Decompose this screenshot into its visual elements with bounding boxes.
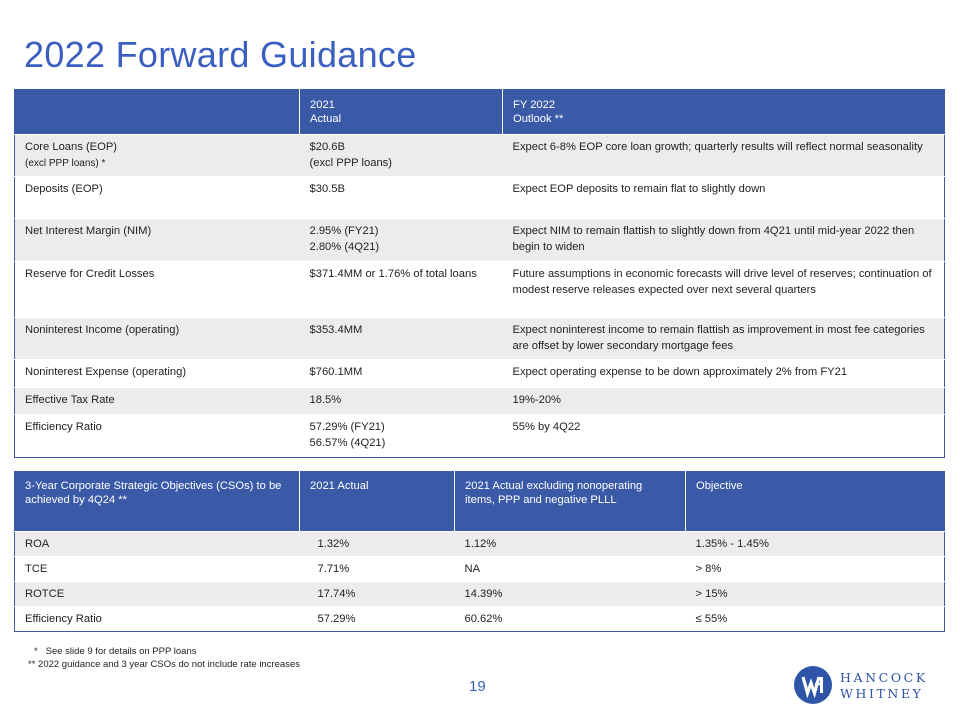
table-row: Reserve for Credit Losses $371.4MM or 1.… [14,261,945,318]
metric-cell: Core Loans (EOP) (excl PPP loans) * [14,134,300,177]
cso-metric-cell: TCE [14,556,300,582]
guidance-header-outlook-year: FY 2022 [513,99,556,111]
cso-header-objectives: 3-Year Corporate Strategic Objectives (C… [14,471,300,532]
actual-note: (excl PPP loans) [309,157,393,169]
outlook-cell: 55% by 4Q22 [502,414,945,458]
cso-table: 3-Year Corporate Strategic Objectives (C… [14,471,945,632]
cso-objective-cell: 1.35% - 1.45% [685,531,945,557]
metric-cell: Noninterest Income (operating) [14,317,300,360]
guidance-header-actual-label: Actual [310,113,342,125]
actual-cell: $353.4MM [299,317,503,360]
cso-metric-cell: Efficiency Ratio [14,606,300,632]
actual-cell: $760.1MM [299,359,503,388]
metric-sublabel: (excl PPP loans) * [25,158,106,169]
cso-objective-cell: > 15% [685,581,945,607]
metric-cell: Noninterest Expense (operating) [14,359,300,388]
actual-cell: $30.5B [299,176,503,219]
logo-line-2: WHITNEY [840,686,924,701]
hw-monogram-icon [801,676,823,699]
page-number: 19 [469,678,486,695]
outlook-cell: 19%-20% [502,387,945,415]
actual-cell: 57.29% (FY21) 56.57% (4Q21) [299,414,503,458]
cso-actual-cell: 7.71% [299,556,455,582]
footnote-ppp: * See slide 9 for details on PPP loans [34,646,197,657]
metric-cell: Deposits (EOP) [14,176,300,219]
cso-metric-cell: ROTCE [14,581,300,607]
cso-adjusted-cell: 14.39% [454,581,686,607]
outlook-cell: Expect operating expense to be down appr… [502,359,945,388]
outlook-cell: Expect noninterest income to remain flat… [502,317,945,360]
metric-cell: Reserve for Credit Losses [14,261,300,318]
table-row: Efficiency Ratio 57.29% 60.62% ≤ 55% [14,606,945,632]
cso-actual-cell: 17.74% [299,581,455,607]
actual-value: 57.29% (FY21) [309,421,385,433]
table-row: Noninterest Income (operating) $353.4MM … [14,317,945,360]
actual-note: 2.80% (4Q21) [309,241,380,253]
cso-header-objective: Objective [685,471,945,532]
page-title: 2022 Forward Guidance [24,34,417,75]
table-row: ROTCE 17.74% 14.39% > 15% [14,581,945,607]
guidance-header-metric [14,89,300,135]
table-row: Deposits (EOP) $30.5B Expect EOP deposit… [14,176,945,219]
metric-label: Core Loans (EOP) [25,141,118,153]
guidance-table: 2021 Actual FY 2022 Outlook ** Core Loan… [14,89,945,458]
footnotes: * See slide 9 for details on PPP loans *… [28,645,300,671]
cso-metric-cell: ROA [14,531,300,557]
table-row: Net Interest Margin (NIM) 2.95% (FY21) 2… [14,218,945,262]
table-row: Effective Tax Rate 18.5% 19%-20% [14,387,945,415]
outlook-cell: Future assumptions in economic forecasts… [502,261,945,318]
company-logo: HANCOCK WHITNEY [794,664,944,706]
metric-cell: Net Interest Margin (NIM) [14,218,300,262]
guidance-header-outlook: FY 2022 Outlook ** [502,89,945,135]
cso-header-row: 3-Year Corporate Strategic Objectives (C… [14,471,945,532]
cso-objective-cell: ≤ 55% [685,606,945,632]
cso-header-adjusted: 2021 Actual excluding nonoperating items… [454,471,686,532]
logo-line-1: HANCOCK [840,670,928,685]
table-row: Core Loans (EOP) (excl PPP loans) * $20.… [14,134,945,177]
guidance-header-actual: 2021 Actual [299,89,503,135]
outlook-cell: Expect EOP deposits to remain flat to sl… [502,176,945,219]
cso-actual-cell: 1.32% [299,531,455,557]
table-row: TCE 7.71% NA > 8% [14,556,945,582]
cso-adjusted-cell: 60.62% [454,606,686,632]
actual-cell: $20.6B (excl PPP loans) [299,134,503,177]
actual-value: $20.6B [309,141,345,153]
table-row: Noninterest Expense (operating) $760.1MM… [14,359,945,388]
actual-cell: 18.5% [299,387,503,415]
cso-objective-cell: > 8% [685,556,945,582]
actual-cell: 2.95% (FY21) 2.80% (4Q21) [299,218,503,262]
actual-value: 2.95% (FY21) [309,225,379,237]
cso-adjusted-cell: 1.12% [454,531,686,557]
metric-cell: Effective Tax Rate [14,387,300,415]
cso-adjusted-cell: NA [454,556,686,582]
guidance-header-actual-year: 2021 [310,99,335,111]
metric-cell: Efficiency Ratio [14,414,300,458]
guidance-header-outlook-label: Outlook ** [513,113,564,125]
logo-wordmark: HANCOCK WHITNEY [840,670,928,702]
logo-mark-icon [794,666,832,704]
footnote-rate: ** 2022 guidance and 3 year CSOs do not … [28,659,300,670]
actual-cell: $371.4MM or 1.76% of total loans [299,261,503,318]
table-row: ROA 1.32% 1.12% 1.35% - 1.45% [14,531,945,557]
table-row: Efficiency Ratio 57.29% (FY21) 56.57% (4… [14,414,945,458]
guidance-header-row: 2021 Actual FY 2022 Outlook ** [14,89,945,135]
cso-header-actual: 2021 Actual [299,471,455,532]
outlook-cell: Expect 6-8% EOP core loan growth; quarte… [502,134,945,177]
outlook-cell: Expect NIM to remain flattish to slightl… [502,218,945,262]
actual-note: 56.57% (4Q21) [309,437,386,449]
cso-actual-cell: 57.29% [299,606,455,632]
